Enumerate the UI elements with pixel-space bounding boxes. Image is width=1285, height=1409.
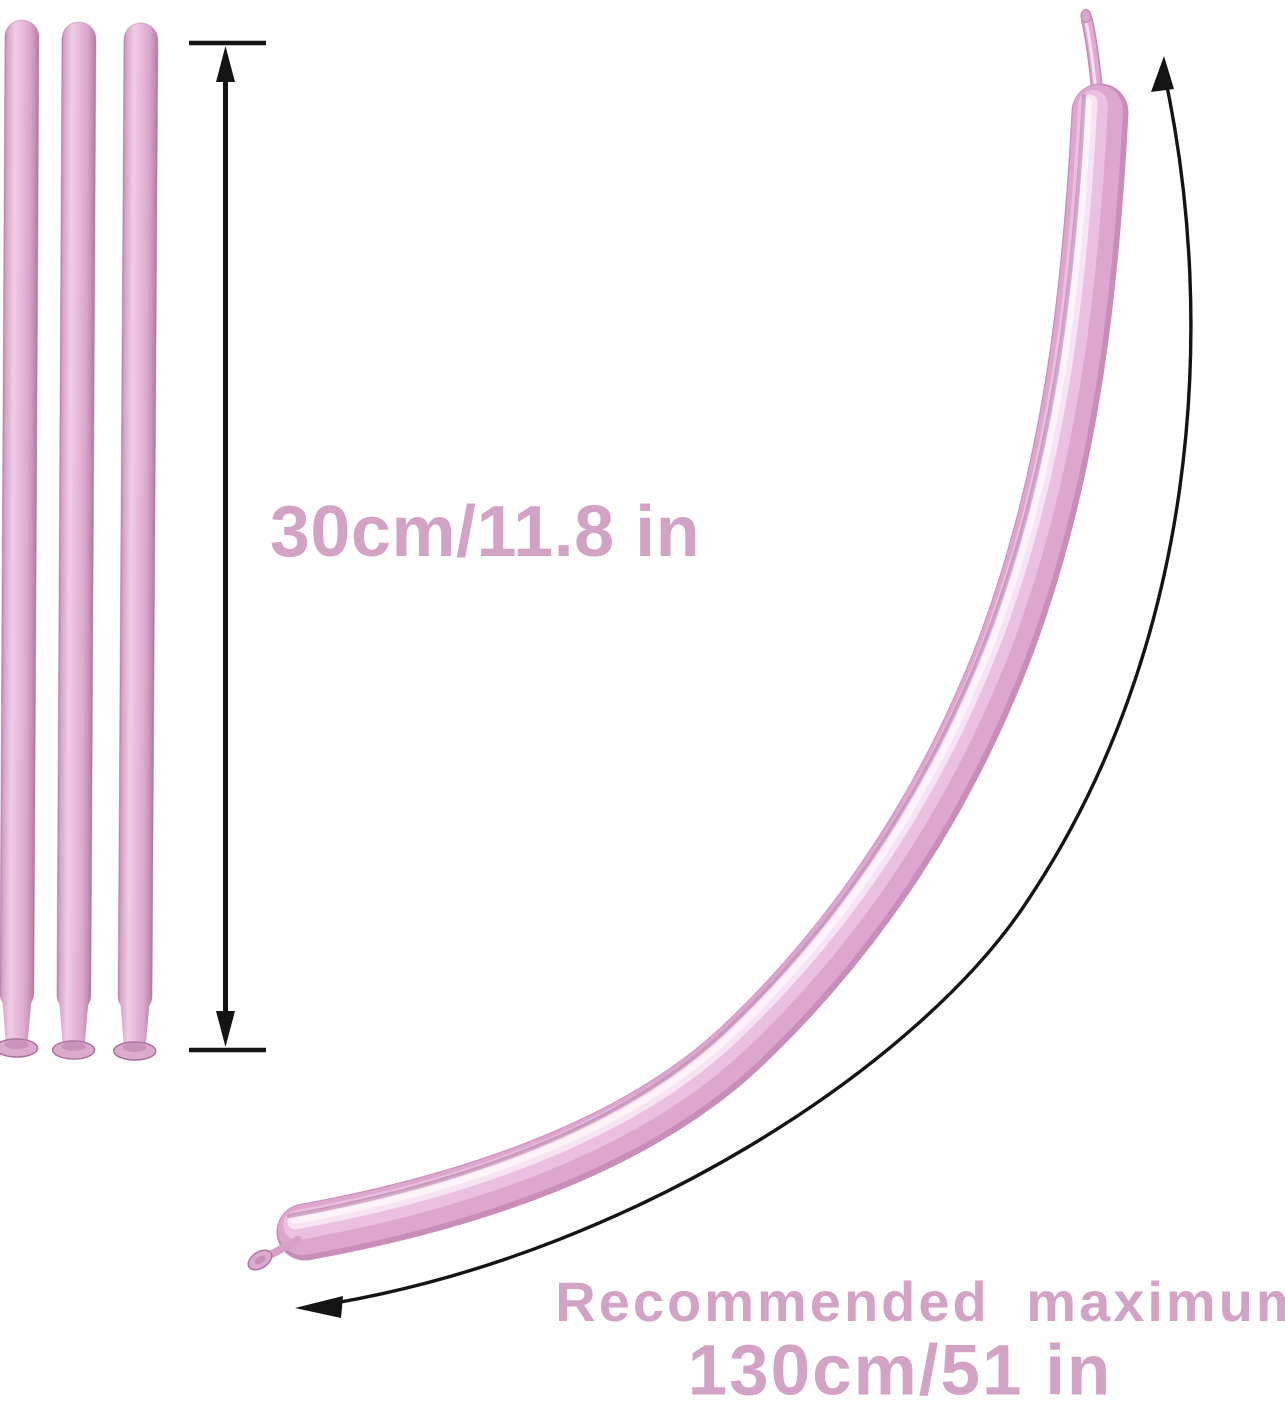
vertical-double-arrow-icon	[189, 40, 266, 1053]
deflated-balloon	[112, 22, 163, 1061]
balloon-body	[289, 96, 1100, 1232]
curved-double-arrow-icon	[295, 56, 1193, 1318]
curve-left-arrowhead-icon	[295, 1296, 343, 1318]
balloon-tip	[1080, 9, 1099, 113]
max-length-label: 130cm/51 in	[687, 1331, 1113, 1409]
curve-line	[334, 71, 1193, 1305]
curve-up-arrowhead-icon	[1151, 56, 1174, 92]
deflated-balloon	[51, 21, 101, 1060]
up-arrowhead-icon	[216, 46, 235, 82]
inflated-balloon	[247, 9, 1100, 1271]
deflated-length-label: 30cm/11.8 in	[269, 492, 701, 572]
down-arrowhead-icon	[216, 1011, 235, 1047]
recommended-maximum-label: Recommended maximum	[555, 1270, 1285, 1333]
balloon-knot	[247, 1236, 302, 1271]
deflated-balloon	[0, 19, 44, 1058]
